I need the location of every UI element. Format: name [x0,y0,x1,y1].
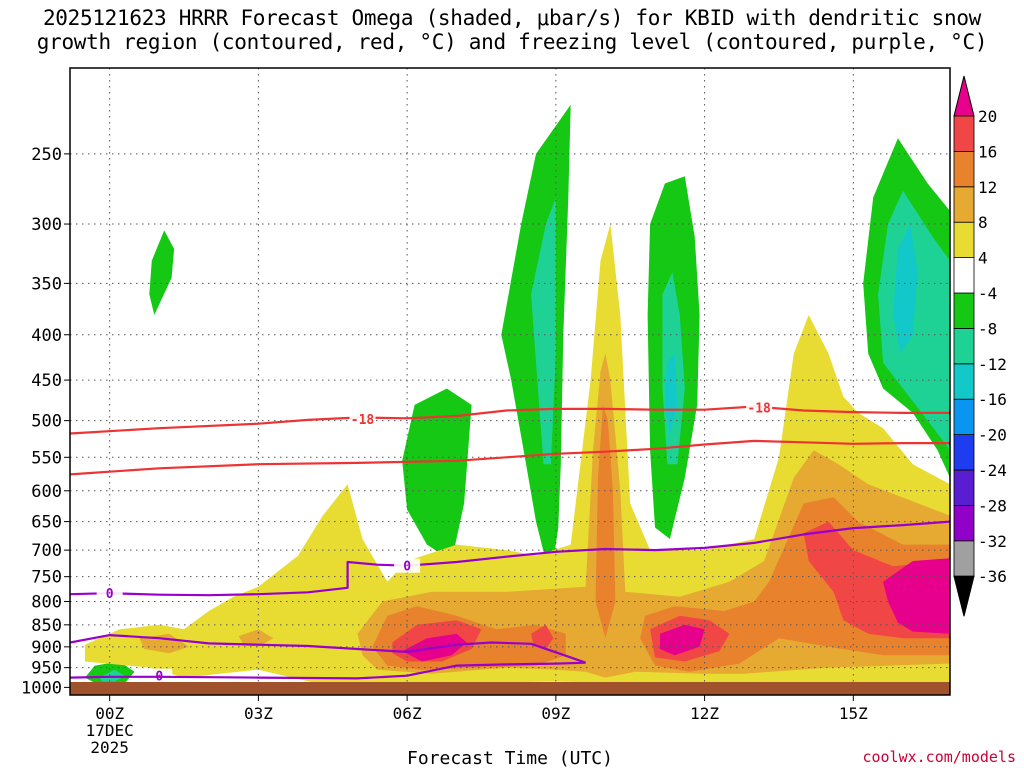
colorbar-label: -28 [978,496,1007,515]
title-line-2: growth region (contoured, red, °C) and f… [36,30,988,54]
contour-line [70,439,950,476]
colorbar-label: -4 [978,284,997,303]
contour-label: 0 [403,560,411,575]
colorbar-segment [953,469,975,506]
y-tick-label: 650 [31,513,62,533]
colorbar-label: -12 [978,355,1007,374]
contour-label-bg [746,400,773,415]
y-tick-label: 350 [31,274,62,294]
colorbar-segment [953,540,975,577]
y-tick-label: 550 [31,448,62,468]
x-tick-label: 12Z [690,704,719,723]
plot-frame [69,67,951,696]
y-tick-label: 400 [31,326,62,346]
omega-shading [84,104,950,688]
colorbar-segment [953,150,975,188]
omega-region [531,197,556,465]
colorbar-label: -36 [978,567,1007,586]
x-tick-label: 00Z [95,704,124,723]
y-tick-label: 700 [31,541,62,561]
y-tick-label: 900 [31,638,62,658]
x-tick-label: 03Z [244,704,273,723]
colorbar-label: 4 [978,249,988,268]
colorbar-bottom-arrow [953,575,975,617]
colorbar-segment [953,504,975,542]
omega-region [531,624,554,649]
y-tick-label: 1000 [21,678,62,698]
y-axis: 2503003504004505005506006507007508008509… [21,145,70,698]
y-tick-label: 950 [31,659,62,679]
colorbar-segment [953,434,975,471]
omega-region [878,190,950,451]
colorbar-segment [953,327,975,365]
y-tick-label: 600 [31,482,62,502]
colorbar-label: 8 [978,213,988,232]
omega-region [238,629,274,647]
contour-line [70,520,950,597]
y-tick-label: 750 [31,568,62,588]
omega-region [84,224,950,688]
colorbar-label: 20 [978,107,997,126]
site-credit: coolwx.com/models [862,748,1016,766]
chart-title: 2025121623 HRRR Forecast Omega (shaded, … [0,6,1024,54]
colorbar-label: -16 [978,390,1007,409]
omega-region [664,353,678,436]
omega-region [883,558,950,634]
contour-label-bg [394,558,421,573]
x-tick-year: 2025 [90,738,129,757]
y-tick-label: 250 [31,145,62,165]
colorbar-label: -20 [978,426,1007,445]
y-tick-label: 500 [31,412,62,432]
x-axis-label: Forecast Time (UTC) [407,748,613,768]
y-tick-label: 850 [31,616,62,636]
contour-label: -18 [747,401,771,416]
contour-label-bg [146,668,173,683]
colorbar-segment [953,115,975,152]
colorbar-segment [953,398,975,436]
omega-region [99,669,125,682]
colorbar-segment [953,292,975,329]
colorbar-segment [953,257,975,294]
colorbar-top-arrow [953,75,975,117]
colorbar-segment [953,186,975,223]
grid [70,68,950,695]
contour-label: -18 [351,413,375,428]
x-tick-label: 09Z [541,704,570,723]
colorbar-label: -24 [978,461,1007,480]
colorbar-label: -8 [978,319,997,338]
contour-line [70,661,586,680]
omega-region [660,624,705,656]
y-tick-label: 800 [31,593,62,613]
y-tick-label: 300 [31,215,62,235]
colorbar-segment [953,363,975,400]
x-tick-label: 06Z [393,704,422,723]
colorbar: -36 -32 -28 -24 -20 -16 -12 -8 -4 4 8 12 16 20 [953,75,1007,617]
colorbar-label: -32 [978,532,1007,551]
omega-region [893,224,918,354]
contour-line [70,405,950,435]
x-tick-date: 17DEC [86,721,134,740]
colorbar-label: 12 [978,178,997,197]
colorbar-segment [953,221,975,258]
title-line-1: 2025121623 HRRR Forecast Omega (shaded, … [42,6,982,30]
contour-label-bg [96,586,123,601]
omega-region [402,388,472,561]
y-tick-label: 450 [31,371,62,391]
x-tick-label: 15Z [839,704,868,723]
contour-label: 0 [106,587,114,602]
ground-surface [70,682,950,695]
omega-region [149,230,175,315]
contour-line [70,634,586,664]
colorbar-label: 16 [978,142,997,161]
contour-label-bg [349,412,376,427]
